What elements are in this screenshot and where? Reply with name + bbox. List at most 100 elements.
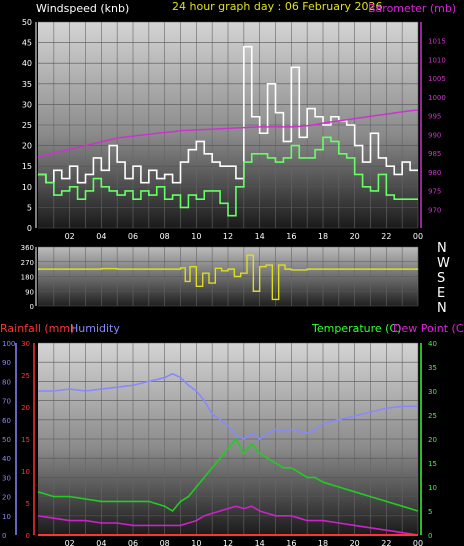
humidity-y-tick-label: 100 xyxy=(2,340,15,348)
x-tick-label: 00 xyxy=(413,539,423,546)
humidity-y-tick-label: 30 xyxy=(2,474,11,482)
dewpoint-line xyxy=(37,505,419,536)
humidity-y-tick-label: 70 xyxy=(2,398,11,406)
rainfall-y-tick-label: 5 xyxy=(26,500,30,508)
rainfall-y-tick-label: 0 xyxy=(26,532,30,540)
compass-n-top: N xyxy=(437,241,447,256)
graph-title: 24 hour graph day : 06 February 2026 xyxy=(172,0,383,13)
temperature-y-tick-label: 40 xyxy=(428,340,437,348)
temperature-y-tick-label: 25 xyxy=(428,412,437,420)
x-tick-label: 14 xyxy=(255,539,265,546)
x-tick-label: 12 xyxy=(223,232,233,241)
wind-y-tick-label: 35 xyxy=(22,80,32,89)
x-tick-label: 14 xyxy=(255,232,265,241)
compass-n-bottom: N xyxy=(437,301,447,316)
humidity-line xyxy=(38,372,418,440)
wind-y-tick-label: 20 xyxy=(22,142,32,151)
windspeed-line xyxy=(38,45,418,184)
temperature-y-tick-label: 20 xyxy=(428,436,437,444)
barometer-y-tick-label: 970 xyxy=(428,206,441,214)
humidity-y-tick-label: 90 xyxy=(2,359,11,367)
x-tick-label: 18 xyxy=(318,539,328,546)
wind-y-tick-label: 40 xyxy=(22,59,32,68)
x-tick-label: 00 xyxy=(413,232,423,241)
rainfall-title: Rainfall (mm) xyxy=(0,322,74,335)
x-tick-label: 12 xyxy=(223,539,233,546)
x-tick-label: 20 xyxy=(350,232,360,241)
x-tick-label: 10 xyxy=(191,539,201,546)
direction-y-tick-label: 180 xyxy=(21,274,34,282)
wind-y-tick-label: 25 xyxy=(22,121,32,130)
wind-y-tick-label: 30 xyxy=(22,100,32,109)
barometer-title: Barometer (mb) xyxy=(368,2,456,15)
wind-direction-line xyxy=(38,254,418,301)
direction-y-tick-label: 90 xyxy=(25,288,34,296)
direction-y-tick-label: 360 xyxy=(21,244,34,252)
temperature-title: Temperature (C) xyxy=(311,322,401,335)
humidity-y-tick-label: 60 xyxy=(2,417,11,425)
compass-s: S xyxy=(437,271,445,286)
x-tick-label: 04 xyxy=(96,232,106,241)
temperature-line xyxy=(37,437,419,513)
x-tick-label: 06 xyxy=(128,539,138,546)
x-tick-label: 16 xyxy=(286,232,296,241)
windspeed-title: Windspeed (knb) xyxy=(36,2,129,15)
x-tick-label: 10 xyxy=(191,232,201,241)
wind-y-tick-label: 45 xyxy=(22,39,32,48)
barometer-y-tick-label: 980 xyxy=(428,169,441,177)
humidity-y-tick-label: 10 xyxy=(2,513,11,521)
x-tick-label: 08 xyxy=(160,232,170,241)
x-tick-label: 22 xyxy=(381,232,391,241)
temperature-y-tick-label: 10 xyxy=(428,484,437,492)
temperature-y-tick-label: 30 xyxy=(428,388,437,396)
compass-w: W xyxy=(437,256,450,271)
barometer-y-tick-label: 975 xyxy=(428,188,441,196)
barometer-y-tick-label: 995 xyxy=(428,113,441,121)
barometer-y-tick-label: 1015 xyxy=(428,38,446,46)
temperature-y-tick-label: 0 xyxy=(428,532,432,540)
direction-y-tick-label: 0 xyxy=(30,303,34,311)
rainfall-y-tick-label: 30 xyxy=(21,340,30,348)
humidity-y-tick-label: 80 xyxy=(2,378,11,386)
series-lines xyxy=(37,45,419,536)
barometer-y-tick-label: 1000 xyxy=(428,94,446,102)
wind-y-tick-label: 15 xyxy=(22,162,32,171)
rainfall-y-tick-label: 20 xyxy=(21,404,30,412)
wind-y-tick-label: 50 xyxy=(22,18,32,27)
x-tick-label: 06 xyxy=(128,232,138,241)
rainfall-y-tick-label: 10 xyxy=(21,468,30,476)
direction-y-tick-label: 270 xyxy=(21,259,34,267)
gust-line xyxy=(38,136,418,217)
barometer-y-tick-label: 985 xyxy=(428,150,441,158)
x-tick-label: 18 xyxy=(318,232,328,241)
x-tick-label: 22 xyxy=(381,539,391,546)
rainfall-y-tick-label: 25 xyxy=(21,372,30,380)
dewpoint-title: Dew Point (C) xyxy=(393,322,464,335)
humidity-y-tick-label: 20 xyxy=(2,494,11,502)
humidity-y-tick-label: 40 xyxy=(2,455,11,463)
compass-e: E xyxy=(437,286,445,301)
x-tick-label: 02 xyxy=(65,232,75,241)
wind-y-tick-label: 5 xyxy=(27,203,32,212)
x-tick-label: 16 xyxy=(286,539,296,546)
rainfall-y-tick-label: 15 xyxy=(21,436,30,444)
temperature-y-tick-label: 15 xyxy=(428,460,437,468)
wind-y-tick-label: 10 xyxy=(22,183,32,192)
temperature-y-tick-label: 35 xyxy=(428,364,437,372)
wind-y-tick-label: 0 xyxy=(27,224,32,233)
humidity-y-tick-label: 50 xyxy=(2,436,11,444)
humidity-title: Humidity xyxy=(70,322,120,335)
barometer-line xyxy=(37,109,419,158)
x-tick-label: 20 xyxy=(350,539,360,546)
temperature-y-tick-label: 5 xyxy=(428,508,432,516)
humidity-y-tick-label: 0 xyxy=(2,532,6,540)
barometer-y-tick-label: 1010 xyxy=(428,56,446,64)
x-tick-label: 02 xyxy=(65,539,75,546)
x-tick-label: 08 xyxy=(160,539,170,546)
x-tick-label: 04 xyxy=(96,539,106,546)
barometer-y-tick-label: 990 xyxy=(428,131,441,139)
barometer-y-tick-label: 1005 xyxy=(428,75,446,83)
